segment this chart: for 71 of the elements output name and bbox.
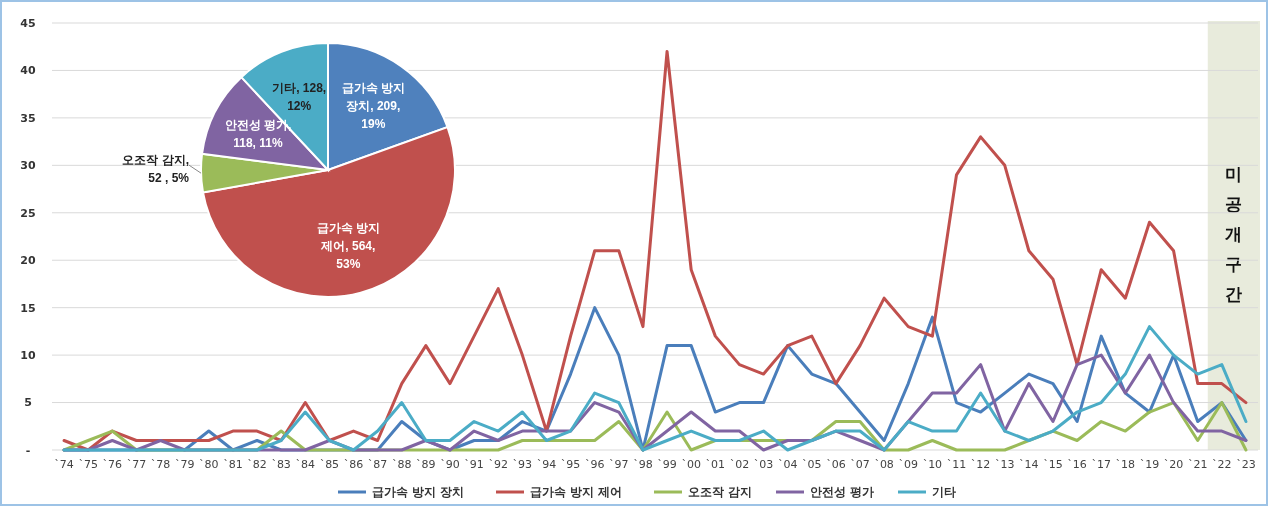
x-tick-label: `96: [584, 458, 605, 471]
legend-label: 오조작 감지: [688, 485, 753, 500]
y-tick-label: 30: [20, 159, 36, 173]
x-tick-label: `75: [78, 458, 98, 471]
x-tick-label: `97: [609, 458, 629, 471]
slice-label: 급가속 방지 장치, 209, 19%: [341, 80, 405, 131]
legend-label: 급가속 방지 장치: [372, 485, 465, 500]
x-tick-label: `20: [1163, 458, 1184, 471]
x-tick-label: `86: [343, 458, 364, 471]
x-tick-label: `21: [1187, 458, 1208, 471]
x-tick-label: `94: [536, 458, 557, 471]
x-tick-label: `87: [367, 458, 388, 471]
x-tick-label: `12: [970, 458, 991, 471]
x-tick-label: `22: [1212, 458, 1232, 471]
x-tick-label: `13: [994, 458, 1015, 471]
x-tick-label: `83: [271, 458, 291, 471]
x-tick-label: `09: [898, 458, 919, 471]
x-tick-label: `14: [1019, 458, 1039, 471]
slice-label: 급가속 방지 제어, 564, 53%: [316, 221, 380, 272]
y-tick-label: 25: [20, 206, 36, 220]
line-series: [62, 49, 1248, 452]
x-tick-label: `79: [174, 458, 195, 471]
x-tick-label: `95: [560, 458, 581, 471]
x-tick-label: `05: [802, 458, 822, 471]
x-tick-label: `74: [54, 458, 74, 471]
x-tick-label: `91: [464, 458, 484, 471]
slice-label: 오조작 감지, 52 , 5%: [122, 153, 190, 186]
y-tick-label: 40: [20, 64, 36, 78]
x-tick-label: `85: [319, 458, 340, 471]
x-tick-label: `88: [391, 458, 412, 471]
x-tick-label: `16: [1067, 458, 1087, 471]
x-tick-label: `23: [1236, 458, 1256, 471]
x-tick-label: `01: [705, 458, 726, 471]
x-tick-label: `78: [150, 458, 171, 471]
y-tick-label: 20: [20, 254, 36, 268]
legend-label: 안전성 평가: [810, 485, 875, 500]
y-tick-label: 15: [20, 301, 36, 315]
x-tick-label: `18: [1115, 458, 1136, 471]
y-tick-label: -: [25, 443, 31, 457]
x-tick-label: `02: [729, 458, 750, 471]
legend-label: 급가속 방지 제어: [530, 485, 623, 500]
x-tick-label: `81: [223, 458, 243, 471]
x-tick-label: `77: [126, 458, 147, 471]
y-tick-label: 45: [20, 16, 36, 30]
x-tick-label: `19: [1139, 458, 1160, 471]
y-tick-label: 10: [20, 348, 36, 362]
x-tick-label: `00: [681, 458, 701, 471]
x-tick-label: `82: [247, 458, 267, 471]
x-tick-label: `03: [753, 458, 774, 471]
legend-label: 기타: [932, 485, 956, 500]
band-label: 미공개구간: [1225, 164, 1243, 304]
y-tick-label: 35: [20, 111, 36, 125]
x-tick-label: `07: [850, 458, 870, 471]
x-tick-label: `08: [874, 458, 894, 471]
x-tick-label: `15: [1043, 458, 1063, 471]
x-tick-label: `89: [416, 458, 436, 471]
x-tick-label: `17: [1091, 458, 1111, 471]
x-tick-label: `99: [657, 458, 677, 471]
x-tick-label: `76: [102, 458, 123, 471]
x-tick-label: `93: [512, 458, 533, 471]
y-tick-label: 5: [24, 396, 32, 410]
slice-label: 기타, 128, 12%: [272, 80, 327, 113]
x-tick-label: `10: [922, 458, 943, 471]
x-tick-label: `80: [199, 458, 219, 471]
x-tick-label: `04: [777, 458, 798, 471]
x-tick-label: `84: [295, 458, 316, 471]
x-tick-label: `11: [946, 458, 967, 471]
x-tick-label: `92: [488, 458, 508, 471]
x-tick-label: `90: [440, 458, 460, 471]
x-tick-label: `98: [633, 458, 653, 471]
x-tick-label: `06: [826, 458, 846, 471]
